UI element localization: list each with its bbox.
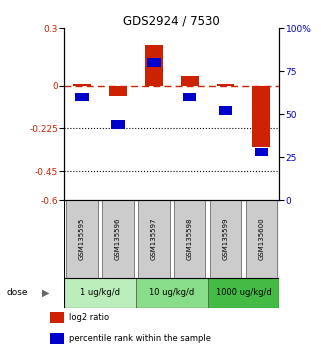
- Bar: [66, 200, 98, 278]
- Bar: [102, 200, 134, 278]
- Text: 1 ug/kg/d: 1 ug/kg/d: [80, 289, 120, 297]
- Bar: [136, 278, 208, 308]
- Text: GSM135595: GSM135595: [79, 218, 85, 260]
- Text: GSM135599: GSM135599: [222, 218, 229, 260]
- Bar: [210, 200, 241, 278]
- Bar: [111, 120, 125, 129]
- Bar: [181, 76, 199, 86]
- Bar: [208, 278, 279, 308]
- Bar: [147, 58, 160, 67]
- Bar: [246, 200, 277, 278]
- Text: GSM135597: GSM135597: [151, 218, 157, 260]
- Title: GDS2924 / 7530: GDS2924 / 7530: [123, 14, 220, 27]
- Text: log2 ratio: log2 ratio: [69, 313, 109, 322]
- Bar: [138, 200, 169, 278]
- Text: 10 ug/kg/d: 10 ug/kg/d: [149, 289, 194, 297]
- Bar: [109, 86, 127, 96]
- Bar: [252, 86, 270, 147]
- Bar: [73, 84, 91, 86]
- Text: GSM135596: GSM135596: [115, 218, 121, 260]
- Bar: [217, 84, 234, 86]
- Text: dose: dose: [6, 289, 28, 297]
- Text: 1000 ug/kg/d: 1000 ug/kg/d: [215, 289, 271, 297]
- Text: percentile rank within the sample: percentile rank within the sample: [69, 335, 211, 343]
- Bar: [255, 148, 268, 156]
- Bar: [145, 45, 163, 86]
- Bar: [50, 312, 64, 323]
- Bar: [174, 200, 205, 278]
- Bar: [75, 93, 89, 101]
- Text: GSM135598: GSM135598: [187, 218, 193, 260]
- Bar: [50, 333, 64, 344]
- Text: ▶: ▶: [42, 288, 49, 298]
- Bar: [183, 93, 196, 101]
- Bar: [219, 107, 232, 115]
- Text: GSM135600: GSM135600: [258, 218, 265, 260]
- Bar: [64, 278, 136, 308]
